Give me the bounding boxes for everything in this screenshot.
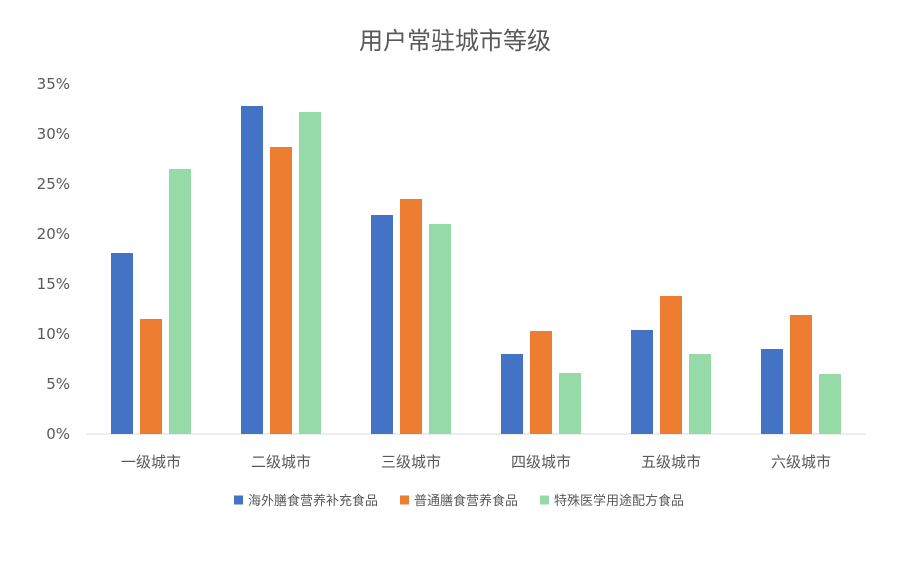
y-tick-label: 5%	[46, 375, 70, 393]
bar-2-3	[400, 199, 422, 434]
x-axis: 一级城市 二级城市 三级城市 四级城市 五级城市 六级城市	[121, 453, 831, 471]
bar-1-6	[761, 349, 783, 434]
bar-2-6	[790, 315, 812, 434]
legend-label: 普通膳食营养食品	[414, 493, 518, 509]
bar-1-1	[111, 253, 133, 434]
x-tick-label: 四级城市	[511, 453, 571, 471]
bar-3-5	[689, 354, 711, 434]
legend-item-2: 普通膳食营养食品	[400, 493, 518, 509]
y-tick-label: 0%	[46, 425, 70, 443]
bars-group	[111, 106, 841, 434]
bar-2-1	[140, 319, 162, 434]
y-tick-label: 20%	[37, 225, 70, 243]
legend-swatch	[234, 495, 243, 505]
bar-1-2	[241, 106, 263, 434]
bar-2-4	[530, 331, 552, 434]
bar-3-1	[169, 169, 191, 434]
bar-1-5	[631, 330, 653, 434]
y-axis: 0% 5% 10% 15% 20% 25% 30% 35%	[37, 75, 70, 443]
x-tick-label: 二级城市	[251, 453, 311, 471]
legend-item-3: 特殊医学用途配方食品	[540, 493, 684, 509]
legend-item-1: 海外膳食营养补充食品	[234, 493, 378, 509]
legend-swatch	[540, 495, 549, 505]
bar-1-4	[501, 354, 523, 434]
legend-label: 特殊医学用途配方食品	[554, 493, 684, 509]
x-tick-label: 三级城市	[381, 453, 441, 471]
y-tick-label: 25%	[37, 175, 70, 193]
bar-3-3	[429, 224, 451, 434]
legend-swatch	[400, 495, 409, 505]
bar-1-3	[371, 215, 393, 434]
legend: 海外膳食营养补充食品 普通膳食营养食品 特殊医学用途配方食品	[234, 493, 684, 509]
bar-3-4	[559, 373, 581, 434]
y-tick-label: 10%	[37, 325, 70, 343]
y-tick-label: 15%	[37, 275, 70, 293]
x-tick-label: 一级城市	[121, 453, 181, 471]
bar-2-2	[270, 147, 292, 434]
x-tick-label: 六级城市	[771, 453, 831, 471]
chart-title: 用户常驻城市等级	[359, 27, 551, 55]
bar-3-6	[819, 374, 841, 434]
y-tick-label: 35%	[37, 75, 70, 93]
x-tick-label: 五级城市	[641, 453, 701, 471]
bar-3-2	[299, 112, 321, 434]
bar-2-5	[660, 296, 682, 434]
legend-label: 海外膳食营养补充食品	[248, 493, 378, 509]
y-tick-label: 30%	[37, 125, 70, 143]
